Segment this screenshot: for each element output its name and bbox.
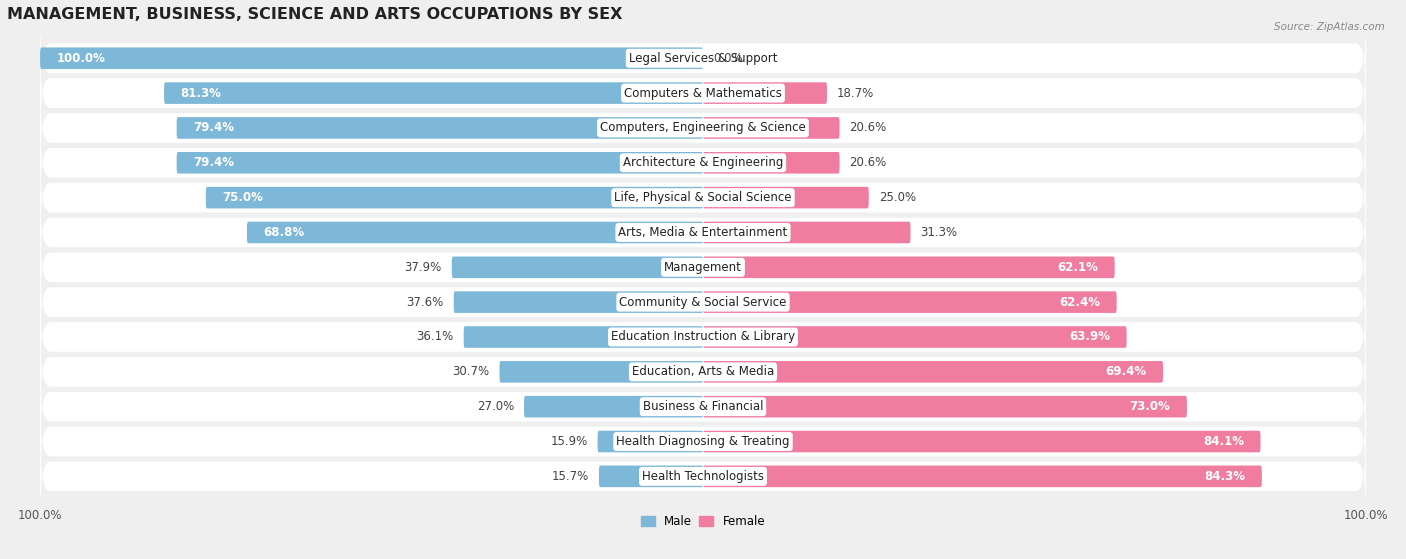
FancyBboxPatch shape: [41, 56, 1365, 131]
FancyBboxPatch shape: [524, 396, 703, 418]
Text: Health Technologists: Health Technologists: [643, 470, 763, 483]
FancyBboxPatch shape: [41, 439, 1365, 514]
FancyBboxPatch shape: [703, 431, 1261, 452]
FancyBboxPatch shape: [247, 222, 703, 243]
Text: 73.0%: 73.0%: [1129, 400, 1170, 413]
Legend: Male, Female: Male, Female: [636, 510, 770, 533]
FancyBboxPatch shape: [41, 300, 1365, 375]
Text: 63.9%: 63.9%: [1069, 330, 1109, 343]
FancyBboxPatch shape: [41, 404, 1365, 479]
FancyBboxPatch shape: [598, 431, 703, 452]
Text: 15.7%: 15.7%: [551, 470, 589, 483]
Text: Arts, Media & Entertainment: Arts, Media & Entertainment: [619, 226, 787, 239]
FancyBboxPatch shape: [451, 257, 703, 278]
Text: 100.0%: 100.0%: [56, 52, 105, 65]
Text: 79.4%: 79.4%: [193, 121, 235, 135]
FancyBboxPatch shape: [177, 152, 703, 174]
Text: 37.9%: 37.9%: [405, 261, 441, 274]
FancyBboxPatch shape: [177, 117, 703, 139]
FancyBboxPatch shape: [464, 326, 703, 348]
Text: Health Diagnosing & Treating: Health Diagnosing & Treating: [616, 435, 790, 448]
FancyBboxPatch shape: [703, 152, 839, 174]
Text: 37.6%: 37.6%: [406, 296, 444, 309]
Text: Education Instruction & Library: Education Instruction & Library: [612, 330, 794, 343]
Text: 30.7%: 30.7%: [453, 366, 489, 378]
Text: 27.0%: 27.0%: [477, 400, 515, 413]
FancyBboxPatch shape: [41, 125, 1365, 200]
FancyBboxPatch shape: [703, 82, 827, 104]
Text: 25.0%: 25.0%: [879, 191, 915, 204]
FancyBboxPatch shape: [703, 117, 839, 139]
FancyBboxPatch shape: [703, 396, 1187, 418]
Text: 84.1%: 84.1%: [1204, 435, 1244, 448]
FancyBboxPatch shape: [703, 187, 869, 209]
FancyBboxPatch shape: [41, 334, 1365, 409]
FancyBboxPatch shape: [703, 257, 1115, 278]
Text: 68.8%: 68.8%: [263, 226, 305, 239]
Text: Management: Management: [664, 261, 742, 274]
FancyBboxPatch shape: [41, 265, 1365, 340]
Text: Business & Financial: Business & Financial: [643, 400, 763, 413]
Text: 84.3%: 84.3%: [1205, 470, 1246, 483]
Text: Computers, Engineering & Science: Computers, Engineering & Science: [600, 121, 806, 135]
FancyBboxPatch shape: [41, 48, 703, 69]
Text: Life, Physical & Social Science: Life, Physical & Social Science: [614, 191, 792, 204]
Text: 75.0%: 75.0%: [222, 191, 263, 204]
FancyBboxPatch shape: [41, 160, 1365, 235]
Text: Legal Services & Support: Legal Services & Support: [628, 52, 778, 65]
Text: 62.4%: 62.4%: [1059, 296, 1099, 309]
Text: 15.9%: 15.9%: [550, 435, 588, 448]
Text: 36.1%: 36.1%: [416, 330, 454, 343]
FancyBboxPatch shape: [703, 466, 1261, 487]
Text: 79.4%: 79.4%: [193, 157, 235, 169]
Text: 18.7%: 18.7%: [837, 87, 875, 100]
FancyBboxPatch shape: [454, 291, 703, 313]
FancyBboxPatch shape: [165, 82, 703, 104]
FancyBboxPatch shape: [499, 361, 703, 383]
FancyBboxPatch shape: [41, 91, 1365, 165]
Text: 0.0%: 0.0%: [713, 52, 742, 65]
FancyBboxPatch shape: [703, 291, 1116, 313]
Text: 20.6%: 20.6%: [849, 157, 887, 169]
Text: 69.4%: 69.4%: [1105, 366, 1146, 378]
Text: MANAGEMENT, BUSINESS, SCIENCE AND ARTS OCCUPATIONS BY SEX: MANAGEMENT, BUSINESS, SCIENCE AND ARTS O…: [7, 7, 623, 22]
FancyBboxPatch shape: [703, 222, 911, 243]
FancyBboxPatch shape: [703, 361, 1163, 383]
FancyBboxPatch shape: [41, 21, 1365, 96]
Text: 31.3%: 31.3%: [921, 226, 957, 239]
FancyBboxPatch shape: [41, 369, 1365, 444]
Text: 20.6%: 20.6%: [849, 121, 887, 135]
Text: 81.3%: 81.3%: [180, 87, 222, 100]
FancyBboxPatch shape: [599, 466, 703, 487]
FancyBboxPatch shape: [703, 326, 1126, 348]
Text: 62.1%: 62.1%: [1057, 261, 1098, 274]
Text: Computers & Mathematics: Computers & Mathematics: [624, 87, 782, 100]
Text: Education, Arts & Media: Education, Arts & Media: [631, 366, 775, 378]
Text: Architecture & Engineering: Architecture & Engineering: [623, 157, 783, 169]
Text: Community & Social Service: Community & Social Service: [619, 296, 787, 309]
Text: Source: ZipAtlas.com: Source: ZipAtlas.com: [1274, 22, 1385, 32]
FancyBboxPatch shape: [205, 187, 703, 209]
FancyBboxPatch shape: [41, 195, 1365, 270]
FancyBboxPatch shape: [41, 230, 1365, 305]
